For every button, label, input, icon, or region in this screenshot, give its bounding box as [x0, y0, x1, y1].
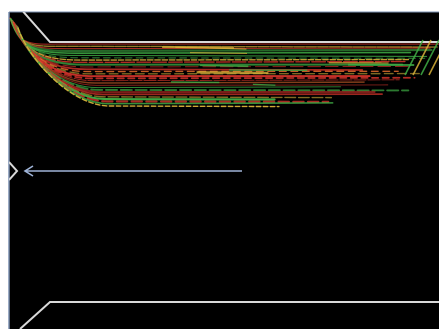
fluorescent-trace [13, 22, 420, 75]
fluorescent-traces [9, 17, 439, 108]
channel-outline-top [22, 12, 439, 43]
fluorescent-streak [252, 83, 276, 86]
fluorescent-streak [170, 81, 220, 84]
fluorescent-streak [200, 64, 249, 68]
fluorescent-trace [17, 27, 280, 108]
arrow-icon [23, 165, 34, 177]
left-chevron-marker [9, 161, 19, 181]
fluorescent-streak [189, 52, 248, 54]
channel-outline-bottom [19, 301, 439, 329]
fluorescent-strand [420, 39, 439, 76]
fluorescent-strand [428, 53, 439, 76]
fluorescent-strand [412, 39, 432, 76]
fluorescent-streak [196, 71, 269, 75]
fluorescent-streak [175, 46, 247, 50]
fluorescent-strand [404, 39, 424, 76]
